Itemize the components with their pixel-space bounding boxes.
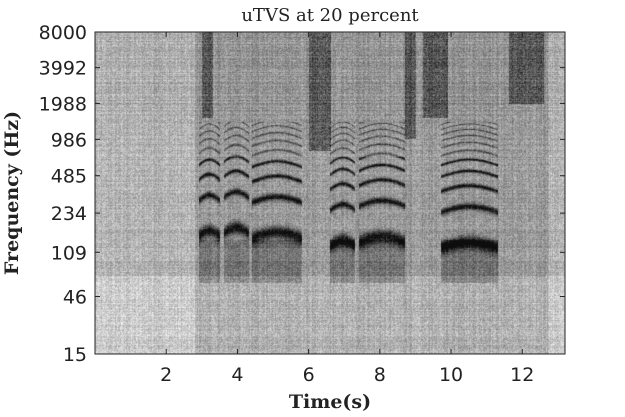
x-tick-label: 2	[160, 364, 172, 386]
y-axis-label: Frequency (Hz)	[1, 111, 23, 275]
x-tick-label: 12	[510, 364, 534, 386]
x-tick-label: 6	[303, 364, 315, 386]
y-tick-label: 234	[51, 203, 87, 225]
y-tick-label: 3992	[39, 58, 87, 80]
plot-frame	[94, 31, 566, 355]
y-tick-label: 986	[51, 129, 87, 151]
y-axis-ticks: 15 46 109 234 485 986 1988 3992 8000	[39, 22, 565, 366]
spectrogram-plot-area	[95, 32, 565, 354]
x-axis-ticks: 2 4 6 8 10 12	[160, 32, 534, 386]
y-tick-label: 8000	[39, 22, 87, 44]
y-tick-label: 1988	[39, 93, 87, 115]
x-tick-label: 8	[374, 364, 386, 386]
spectrogram-image	[95, 32, 565, 354]
x-tick-label: 10	[439, 364, 463, 386]
y-tick-label: 485	[51, 166, 87, 188]
chart-title: uTVS at 20 percent	[241, 5, 419, 26]
y-tick-label: 109	[51, 242, 87, 264]
y-tick-label: 15	[63, 344, 87, 366]
x-axis-label: Time(s)	[289, 391, 371, 413]
y-tick-label: 46	[63, 287, 87, 309]
x-tick-label: 4	[231, 364, 243, 386]
